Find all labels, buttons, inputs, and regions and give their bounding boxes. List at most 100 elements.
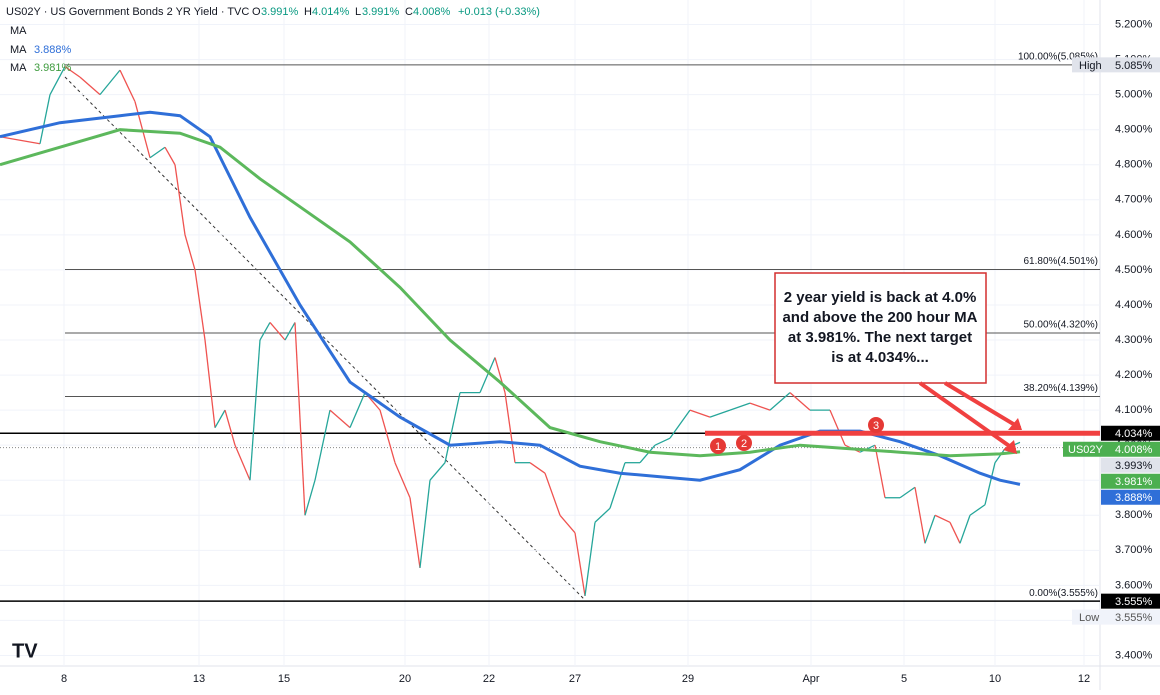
x-tick-label: 29 — [682, 673, 694, 685]
price-segment — [429, 462, 446, 481]
annotation-text: 2 year yield is back at 4.0% — [784, 289, 977, 306]
fib-label: 0.00%(3.555%) — [1029, 588, 1098, 599]
badge-name: US02Y — [1068, 444, 1104, 456]
price-segment — [559, 514, 576, 534]
y-tick-label: 4.400% — [1115, 299, 1153, 311]
badge-value: 5.085% — [1115, 60, 1153, 72]
price-segment — [914, 487, 926, 544]
price-segment — [729, 402, 751, 411]
price-segment — [214, 409, 226, 428]
price-segment — [959, 515, 971, 544]
price-segment — [529, 462, 546, 474]
x-tick-label: 20 — [399, 673, 411, 685]
price-segment — [379, 409, 396, 463]
price-segment — [689, 409, 711, 418]
legend-ma-value: 3.981% — [34, 62, 72, 74]
y-tick-label: 4.300% — [1115, 334, 1153, 346]
price-segment — [409, 497, 421, 568]
logo: TV — [12, 640, 38, 662]
ohlc-value: 3.991% — [362, 6, 400, 18]
y-tick-label: 3.800% — [1115, 509, 1153, 521]
legend-ma-value: 3.888% — [34, 44, 72, 56]
price-segment — [304, 480, 316, 516]
badge-name: Low — [1079, 612, 1099, 624]
price-segment — [609, 462, 626, 509]
moving-average — [0, 128, 1021, 458]
x-tick-label: 15 — [278, 673, 290, 685]
fib-label: 50.00%(4.320%) — [1024, 320, 1099, 331]
annotation-text: and above the 200 hour MA — [782, 309, 977, 326]
price-segment — [394, 462, 411, 499]
price-segment — [669, 409, 691, 439]
badge-value: 3.981% — [1115, 476, 1153, 488]
marker — [736, 435, 752, 451]
ohlc-key: L — [355, 6, 361, 18]
price-segment — [639, 444, 656, 464]
price-segment — [119, 69, 136, 102]
badge-value: 4.034% — [1115, 428, 1153, 440]
badge — [1101, 473, 1160, 489]
price-segment — [329, 409, 351, 429]
moving-average — [0, 110, 1021, 486]
price-segment — [49, 66, 66, 95]
price-segment — [419, 480, 431, 568]
header: US02Y · US Government Bonds 2 YR Yield ·… — [6, 6, 540, 74]
price-segment — [769, 392, 791, 411]
annotation-text: is at 4.034%... — [831, 349, 929, 366]
price-segment — [349, 392, 366, 428]
price-segment — [204, 339, 216, 428]
ohlc-key: C — [405, 6, 413, 18]
title: US02Y · US Government Bonds 2 YR Yield ·… — [6, 6, 249, 18]
badge — [1101, 593, 1160, 609]
price-segment — [294, 322, 306, 516]
badge-name: High — [1079, 60, 1102, 72]
y-tick-label: 4.700% — [1115, 194, 1153, 206]
price-segment — [594, 507, 611, 523]
price-segment — [874, 445, 886, 498]
price-segment — [504, 392, 516, 463]
legend-ma: MA — [10, 25, 27, 37]
price-segment — [924, 515, 936, 544]
x-tick-label: 27 — [569, 673, 581, 685]
y-tick-label: 3.400% — [1115, 649, 1153, 661]
y-tick-label: 4.900% — [1115, 124, 1153, 136]
price-segment — [184, 234, 196, 271]
price-segment — [0, 136, 41, 145]
price-segment — [234, 444, 251, 481]
badge-value: 3.993% — [1115, 460, 1153, 472]
badge — [1101, 457, 1160, 473]
price-segment — [934, 514, 951, 523]
price-segment — [39, 94, 51, 144]
price-segment — [829, 409, 846, 446]
y-tick-label: 5.000% — [1115, 89, 1153, 101]
badge — [1072, 609, 1160, 625]
badge — [1101, 425, 1160, 441]
marker — [868, 417, 884, 433]
price-segment — [574, 532, 586, 596]
badge-value: 4.008% — [1115, 444, 1153, 456]
badge — [1072, 57, 1160, 73]
fib-label: 38.20%(4.139%) — [1024, 383, 1099, 394]
fib-label: 61.80%(4.501%) — [1024, 256, 1099, 267]
y-tick-label: 4.500% — [1115, 264, 1153, 276]
ohlc-key: O — [252, 6, 261, 18]
price-segment — [79, 76, 101, 96]
price-segment — [224, 409, 236, 446]
price-segment — [149, 146, 166, 159]
ohlc-value: 4.014% — [312, 6, 350, 18]
trend-line — [64, 76, 586, 601]
badge-value: 3.555% — [1115, 596, 1153, 608]
badge-value: 3.888% — [1115, 492, 1153, 504]
ohlc-key: H — [304, 6, 312, 18]
x-tick-label: 12 — [1078, 673, 1090, 685]
price-segment — [789, 392, 811, 411]
price-segment — [314, 409, 331, 481]
badge — [1101, 489, 1160, 505]
x-tick-label: 8 — [61, 673, 67, 685]
price-segment — [64, 66, 81, 78]
badge-value: 3.555% — [1115, 612, 1153, 624]
price-segment — [99, 69, 121, 96]
price-segment — [174, 164, 186, 235]
annotation-box — [774, 272, 987, 384]
